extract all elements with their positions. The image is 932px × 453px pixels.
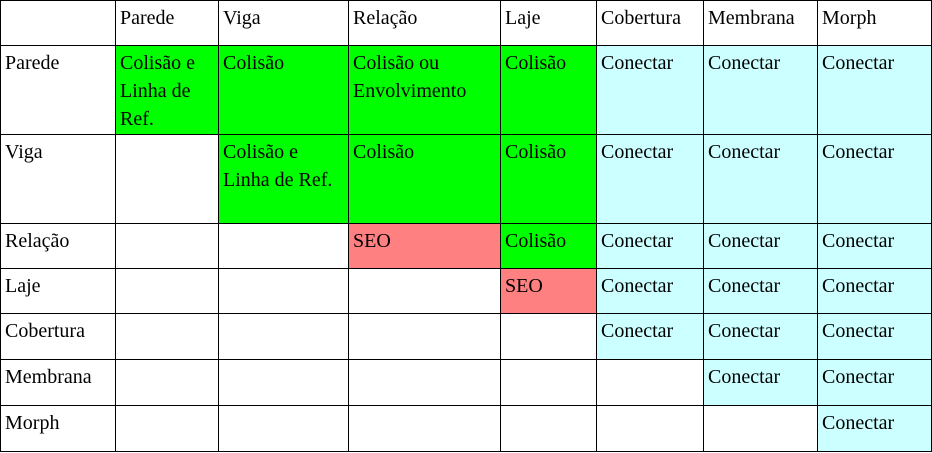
matrix-cell: Conectar xyxy=(596,313,704,360)
matrix-cell xyxy=(218,359,349,406)
matrix-cell: Conectar xyxy=(596,223,704,269)
matrix-cell: Conectar xyxy=(817,313,932,360)
matrix-cell xyxy=(218,405,349,452)
matrix-cell xyxy=(218,313,349,360)
row-header: Relação xyxy=(0,223,116,269)
column-header: Membrana xyxy=(703,0,818,46)
matrix-cell: Conectar xyxy=(703,134,818,224)
row-header: Parede xyxy=(0,45,116,135)
matrix-cell: Conectar xyxy=(703,313,818,360)
matrix-cell: Conectar xyxy=(817,223,932,269)
matrix-cell xyxy=(218,223,349,269)
column-header: Parede xyxy=(115,0,219,46)
matrix-cell: Conectar xyxy=(596,268,704,314)
matrix-cell: Colisão e Linha de Ref. xyxy=(218,134,349,224)
matrix-cell: SEO xyxy=(500,268,597,314)
table-row: Cobertura Conectar Conectar Conectar xyxy=(0,313,932,360)
table-row: Viga Colisão e Linha de Ref. Colisão Colisã… xyxy=(0,134,932,224)
matrix-cell xyxy=(115,134,219,224)
corner-cell xyxy=(0,0,116,46)
matrix-cell xyxy=(115,359,219,406)
matrix-cell xyxy=(348,313,501,360)
matrix-cell: Colisão ou Envolvimento xyxy=(348,45,501,135)
column-header: Morph xyxy=(817,0,932,46)
matrix-cell: Colisão xyxy=(500,223,597,269)
matrix-cell xyxy=(500,359,597,406)
matrix-cell: Conectar xyxy=(817,405,932,452)
row-header: Laje xyxy=(0,268,116,314)
matrix-cell: Conectar xyxy=(703,223,818,269)
column-header: Laje xyxy=(500,0,597,46)
column-header: Viga xyxy=(218,0,349,46)
matrix-cell: Conectar xyxy=(703,45,818,135)
row-header: Cobertura xyxy=(0,313,116,360)
header-row: Parede Viga Relação Laje Cobertura Membrana Mo… xyxy=(0,0,932,46)
table-row: Laje SEO Conectar Conectar Conectar xyxy=(0,268,932,314)
row-header: Morph xyxy=(0,405,116,452)
matrix-cell xyxy=(115,223,219,269)
matrix-cell xyxy=(115,268,219,314)
matrix-cell: Conectar xyxy=(703,359,818,406)
matrix-cell: Conectar xyxy=(817,359,932,406)
matrix-cell xyxy=(703,405,818,452)
matrix-cell xyxy=(348,359,501,406)
table-row: Morph Conectar xyxy=(0,405,932,452)
matrix-cell: Colisão xyxy=(500,45,597,135)
matrix-cell xyxy=(218,268,349,314)
matrix-cell: Conectar xyxy=(817,134,932,224)
matrix-cell xyxy=(596,359,704,406)
matrix-cell: Conectar xyxy=(703,268,818,314)
matrix-cell: SEO xyxy=(348,223,501,269)
matrix-cell: Conectar xyxy=(596,45,704,135)
table-row: Relação SEO Colisão Conectar Conectar Conecta… xyxy=(0,223,932,269)
matrix-cell xyxy=(115,313,219,360)
matrix-cell xyxy=(348,405,501,452)
row-header: Viga xyxy=(0,134,116,224)
matrix-cell: Colisão xyxy=(218,45,349,135)
matrix-cell xyxy=(115,405,219,452)
matrix-cell: Conectar xyxy=(596,134,704,224)
matrix-cell xyxy=(596,405,704,452)
table-row: Membrana Conectar Conectar xyxy=(0,359,932,406)
matrix-cell: Conectar xyxy=(817,268,932,314)
matrix-cell: Conectar xyxy=(817,45,932,135)
matrix-cell: Colisão xyxy=(500,134,597,224)
table-row: Parede Colisão e Linha de Ref. Colisão Coli… xyxy=(0,45,932,135)
column-header: Cobertura xyxy=(596,0,704,46)
column-header: Relação xyxy=(348,0,501,46)
row-header: Membrana xyxy=(0,359,116,406)
matrix-cell: Colisão e Linha de Ref. xyxy=(115,45,219,135)
matrix-cell xyxy=(348,268,501,314)
matrix-cell xyxy=(500,405,597,452)
matrix-cell: Colisão xyxy=(348,134,501,224)
matrix-cell xyxy=(500,313,597,360)
